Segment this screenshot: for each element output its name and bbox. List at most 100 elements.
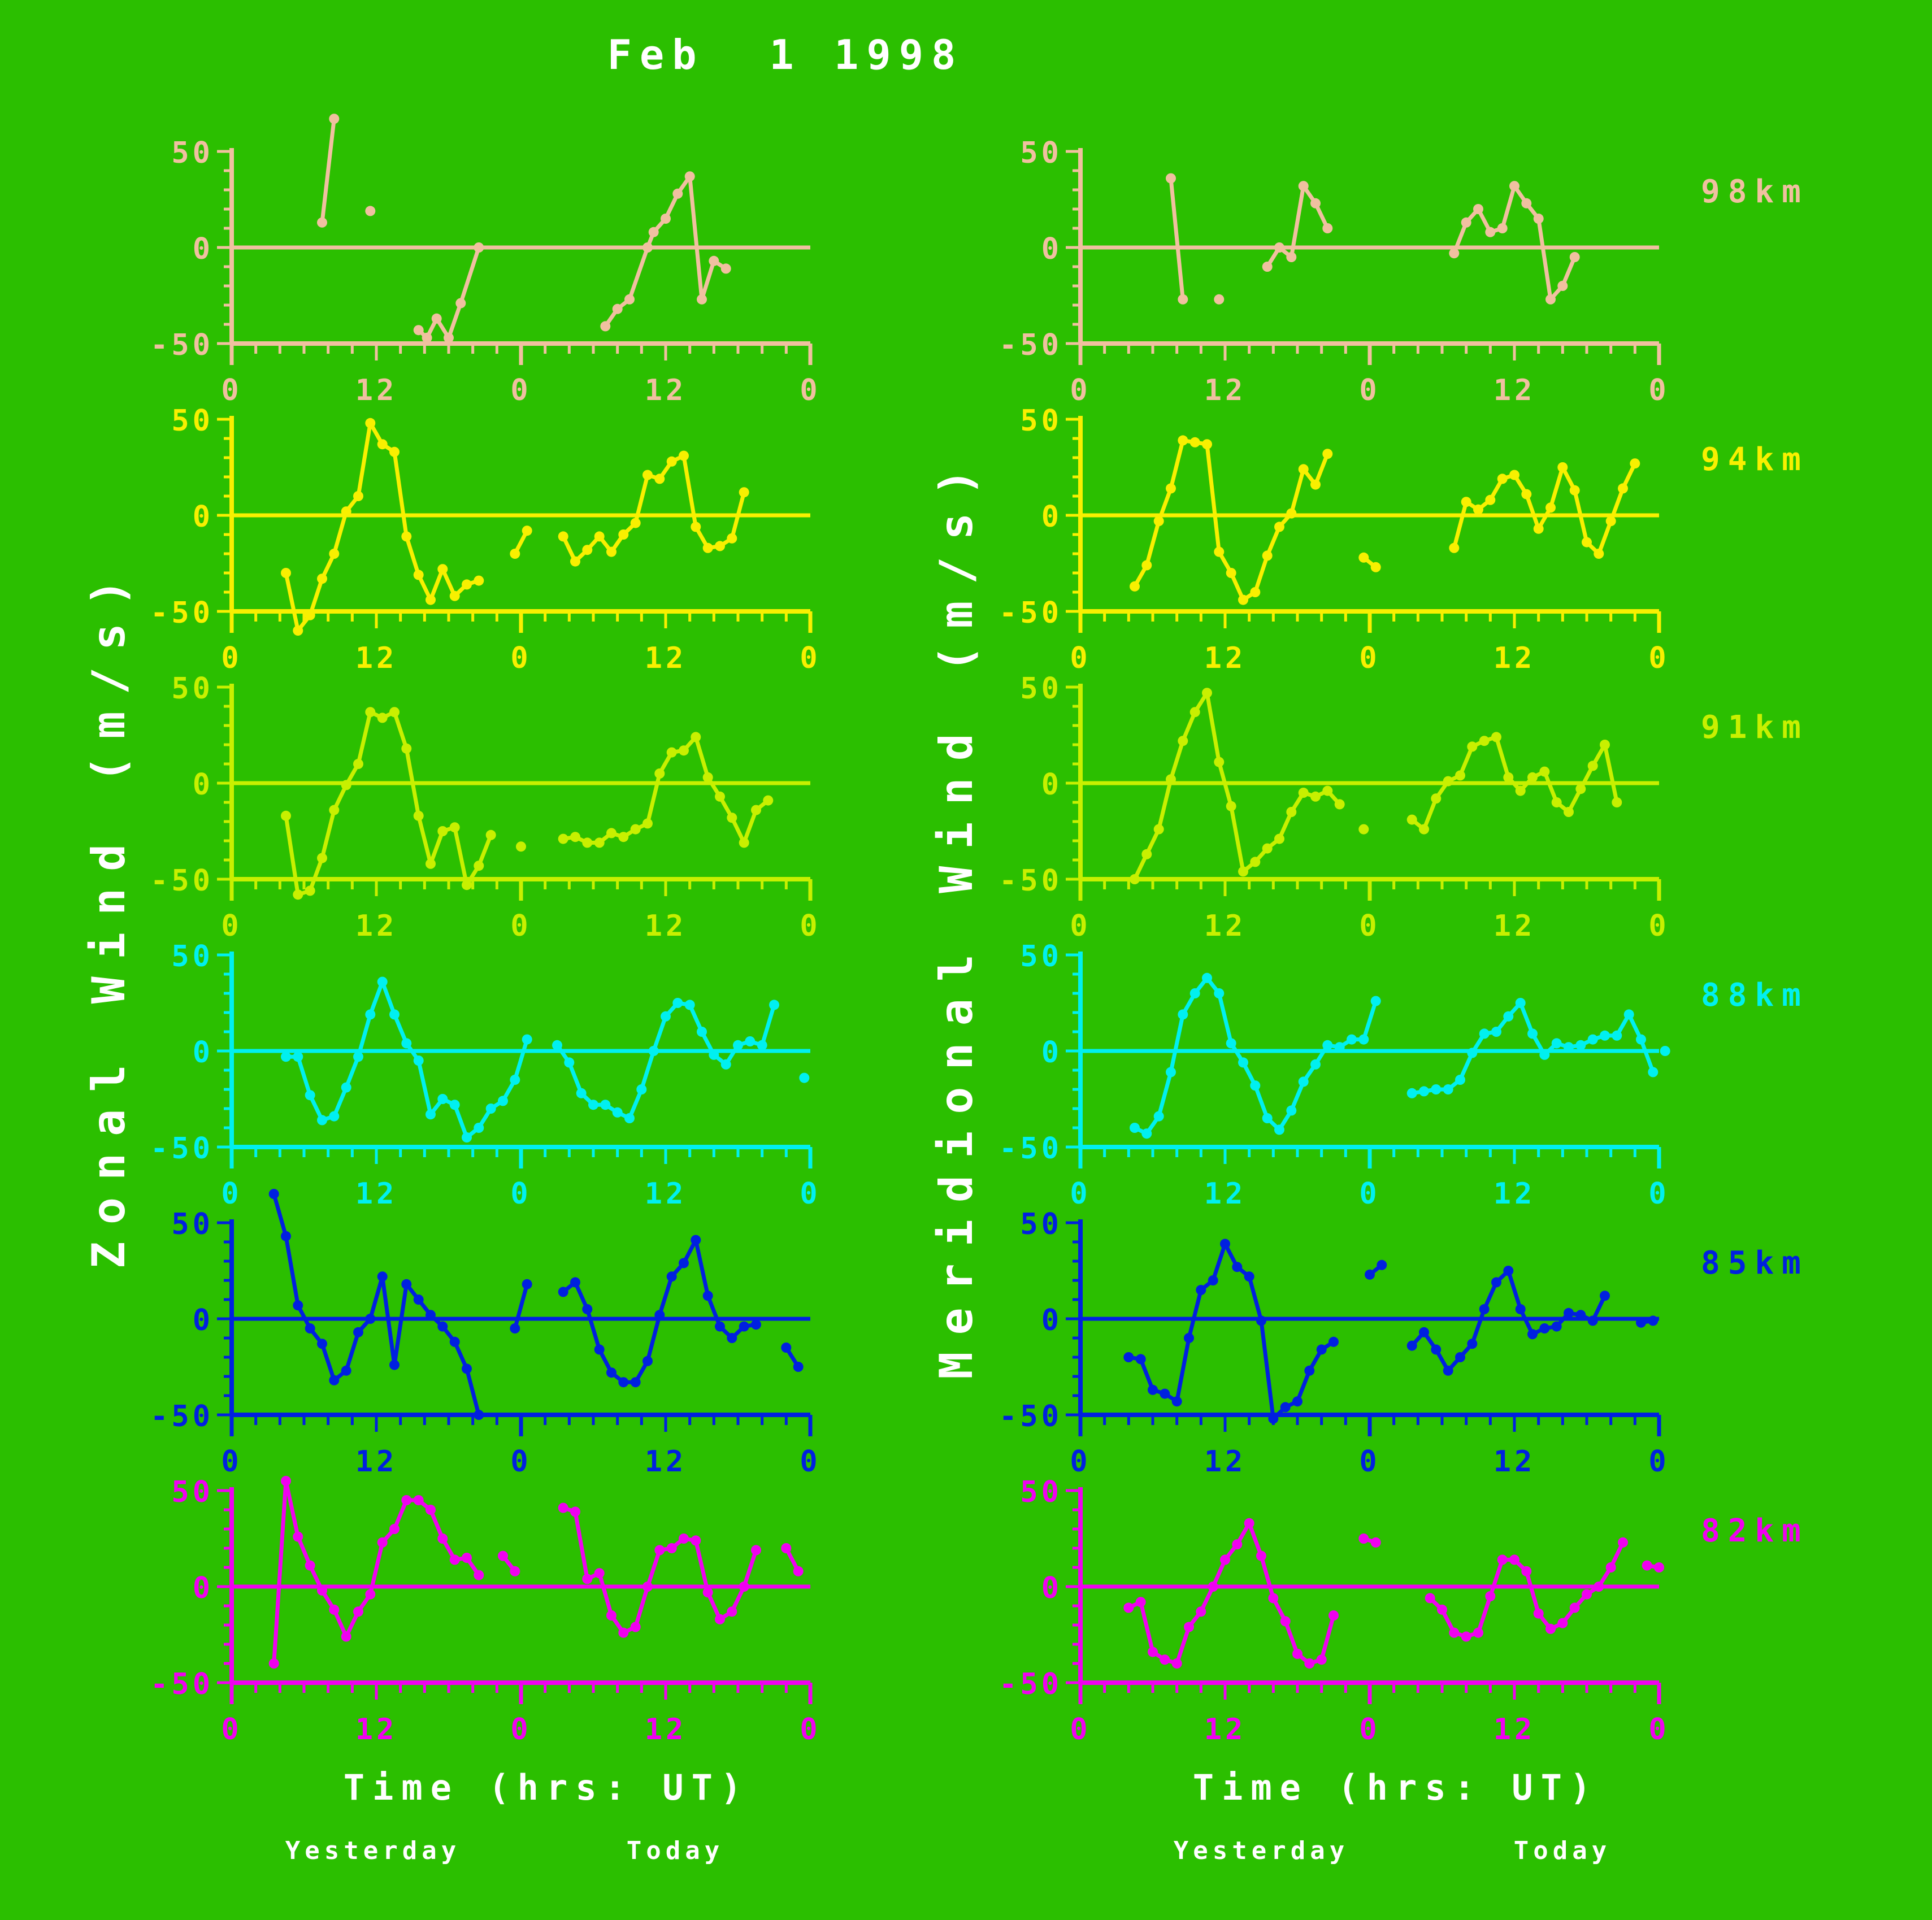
x-tick-label: 0 [1359,909,1380,943]
zonal-data-point [666,1271,677,1282]
meridional-data-point [1600,1030,1610,1041]
meridional-data-point [1503,1266,1514,1276]
meridional-data-point [1286,1105,1297,1116]
zonal-data-point [715,791,725,802]
meridional-data-point [1274,1124,1284,1135]
zonal-data-point [582,1304,593,1314]
zonal-data-point [293,1052,303,1062]
zonal-data-point [654,1310,665,1320]
zonal-data-point [426,1310,436,1320]
zonal-data-point [558,1502,568,1513]
meridional-data-point [1503,772,1514,783]
zonal-data-point [606,546,616,557]
altitude-label: 88km [1701,977,1809,1014]
meridional-data-point [1220,1239,1230,1249]
x-tick-label: 0 [800,641,820,675]
meridional-data-point [1377,1259,1387,1270]
meridional-data-point [1485,227,1496,237]
right-yesterday-label: Yesterday [1174,1836,1349,1865]
zonal-data-point [672,998,683,1008]
zonal-data-point [449,1336,460,1347]
meridional-data-point [1551,797,1562,807]
meridional-data-point [1587,1034,1598,1045]
meridional-data-point [1250,857,1261,867]
meridional-data-point [1358,552,1369,563]
zonal-data-point [510,549,520,559]
meridional-data-point [1214,988,1225,998]
x-tick-label: 0 [1648,1713,1669,1747]
zonal-data-point [679,1258,689,1269]
zonal-data-point [691,1235,701,1245]
zonal-data-point [793,1566,804,1576]
zonal-data-point [594,837,605,848]
meridional-data-point [1660,1046,1670,1056]
y-tick-label: 50 [1020,672,1062,706]
meridional-data-point [1166,483,1176,494]
meridional-data-point [1587,1315,1598,1326]
meridional-data-point [1238,594,1248,605]
chart-title: Feb 1 1998 [607,31,964,79]
meridional-data-point [1533,214,1544,224]
zonal-data-point [462,579,472,590]
zonal-data-point [365,1589,376,1600]
zonal-data-point [449,1100,460,1110]
meridional-data-point [1298,1076,1309,1087]
y-tick-label: -50 [999,864,1062,898]
zonal-data-point [365,1009,376,1020]
zonal-data-point [642,818,653,829]
x-tick-label: 0 [1070,909,1091,943]
y-tick-label: 50 [171,1207,214,1241]
meridional-data-point [1347,1034,1357,1045]
zonal-data-point [624,1113,635,1123]
y-tick-label: 50 [171,136,214,170]
zonal-data-point [268,1658,279,1669]
zonal-data-point [709,255,719,266]
zonal-data-point [449,822,460,833]
meridional-data-point [1569,1602,1580,1613]
zonal-data-point [552,1040,562,1050]
meridional-data-point [1310,1059,1321,1070]
x-tick-label: 0 [1070,1445,1091,1479]
zonal-data-point [474,1123,484,1133]
meridional-data-point [1214,546,1225,557]
meridional-data-point [1473,204,1483,214]
zonal-data-point [570,832,580,842]
meridional-data-point [1648,1315,1659,1326]
zonal-data-point [522,525,532,536]
meridional-data-point [1298,464,1309,475]
zonal-data-point [305,1323,315,1333]
meridional-data-point [1582,1589,1592,1600]
meridional-data-point [1545,294,1556,305]
meridional-data-point [1238,866,1248,877]
meridional-data-point [1539,766,1550,777]
zonal-data-point [422,332,432,343]
meridional-data-point [1491,1277,1501,1288]
meridional-data-point [1449,1627,1460,1638]
meridional-data-point [1485,1591,1496,1601]
meridional-data-point [1605,516,1616,527]
x-tick-label: 0 [510,1445,531,1479]
zonal-data-point [558,1287,568,1297]
zonal-data-point [618,1627,629,1638]
right-today-label: Today [1514,1836,1611,1865]
zonal-data-point [293,625,303,636]
x-tick-label: 0 [800,1713,820,1747]
zonal-data-point [377,1537,388,1548]
meridional-data-point [1491,732,1501,742]
meridional-data-point [1406,814,1417,825]
meridional-data-point [1214,294,1225,305]
zonal-data-point [389,1524,400,1534]
meridional-data-point [1184,1622,1194,1632]
zonal-data-point [751,805,761,815]
meridional-data-point [1564,1307,1574,1318]
meridional-data-point [1587,761,1598,771]
meridional-data-point [1612,797,1622,807]
zonal-data-point [648,1046,659,1056]
meridional-data-point [1419,1086,1429,1097]
